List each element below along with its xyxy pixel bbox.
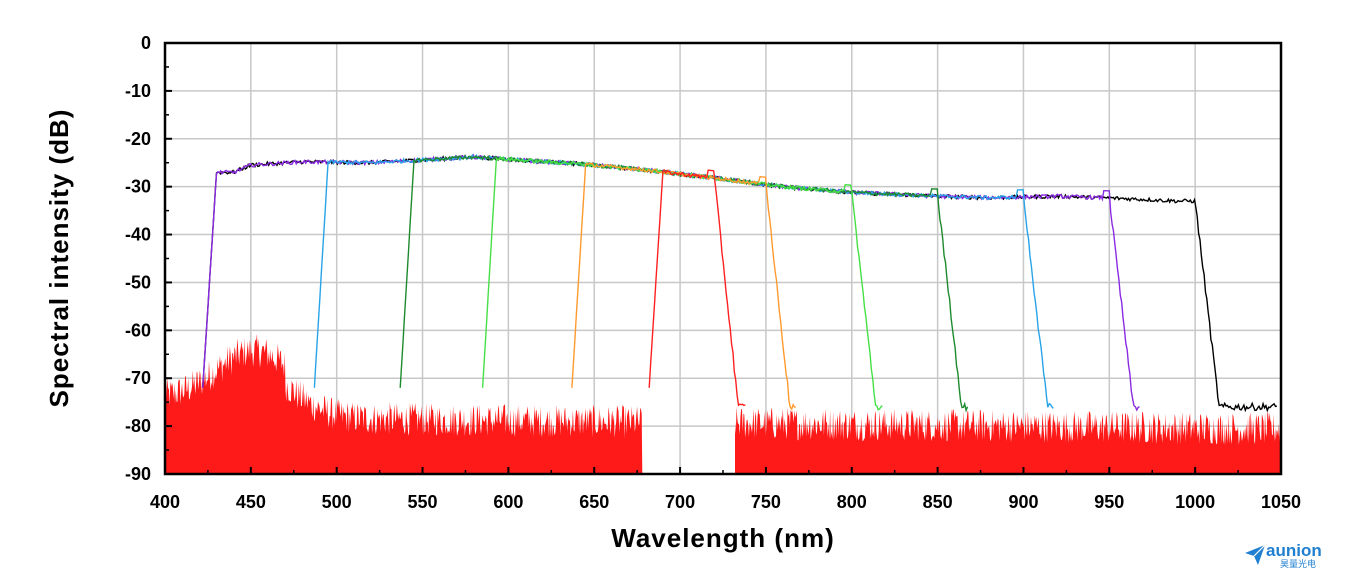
paper-plane-icon (1245, 544, 1266, 565)
y-tick-label: -50 (125, 272, 151, 292)
brand-subtitle: 昊量光电 (1280, 560, 1317, 570)
tick-marks (164, 42, 1282, 475)
y-tick-label: -60 (125, 320, 151, 340)
y-axis-title: Spectral intensity (dB) (44, 109, 74, 408)
x-tick-label: 400 (150, 492, 180, 512)
noise-floor-area (165, 334, 1281, 474)
x-tick-labels: 400 450 500 550 600 650 700 750 800 850 900 950 1000… (150, 492, 1301, 512)
y-tick-label: -40 (125, 225, 151, 245)
series-line (399, 154, 969, 413)
x-tick-label: 1000 (1175, 492, 1215, 512)
series-line (571, 162, 796, 411)
x-tick-label: 550 (408, 492, 438, 512)
x-tick-label: 750 (751, 492, 781, 512)
x-tick-label: 700 (665, 492, 695, 512)
series-line (648, 168, 746, 407)
series-line (481, 155, 883, 411)
noise-floor-fill (165, 334, 1281, 474)
y-tick-label: 0 (141, 33, 151, 53)
series-lines (202, 153, 1278, 413)
y-tick-label: -30 (125, 177, 151, 197)
x-tick-label: 800 (837, 492, 867, 512)
y-tick-labels: 0 -10 -20 -30 -40 -50 -60 -70 -80 -90 (125, 33, 151, 484)
y-tick-label: -20 (125, 129, 151, 149)
x-tick-label: 450 (236, 492, 266, 512)
x-tick-label: 600 (493, 492, 523, 512)
y-tick-label: -90 (125, 464, 151, 484)
y-tick-label: -70 (125, 368, 151, 388)
x-tick-label: 950 (1094, 492, 1124, 512)
x-tick-label: 650 (579, 492, 609, 512)
x-tick-label: 500 (322, 492, 352, 512)
brand-logo: aunion 昊量光电 (1244, 541, 1344, 575)
x-tick-label: 850 (923, 492, 953, 512)
brand-name: aunion (1266, 541, 1322, 560)
x-axis-title: Wavelength (nm) (611, 523, 834, 553)
x-tick-label: 1050 (1261, 492, 1301, 512)
x-tick-label: 900 (1008, 492, 1038, 512)
series-line (313, 153, 1054, 409)
y-tick-label: -10 (125, 81, 151, 101)
y-tick-label: -80 (125, 416, 151, 436)
